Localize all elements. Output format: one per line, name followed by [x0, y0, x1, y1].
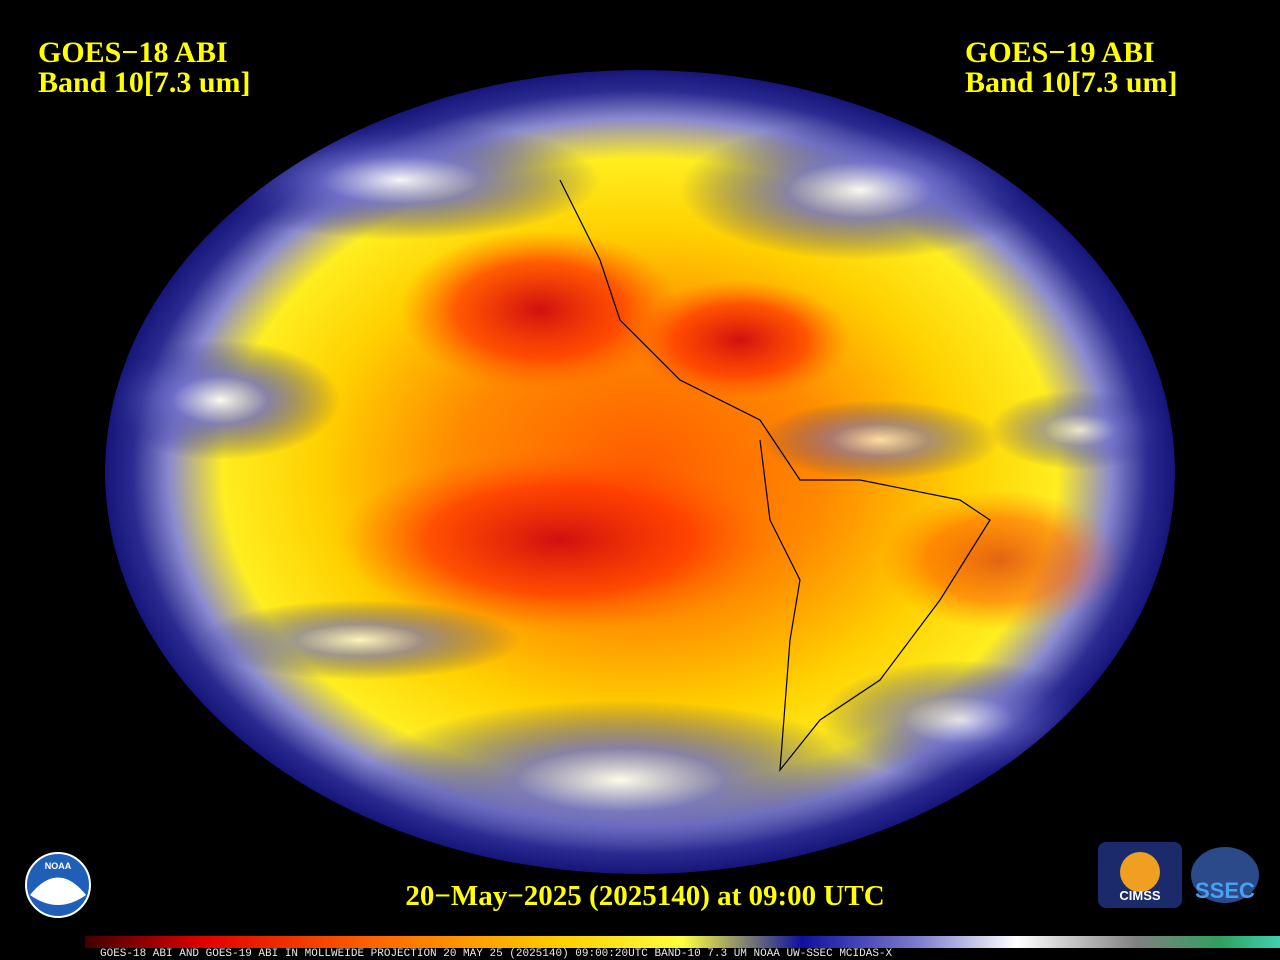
noaa-logo: NOAA: [25, 852, 91, 918]
left-title-line1: GOES−18 ABI: [38, 36, 228, 69]
timestamp: 20−May−2025 (2025140) at 09:00 UTC: [405, 880, 884, 912]
globe-image: [105, 70, 1175, 874]
cimss-logo: CIMSS: [1098, 842, 1182, 908]
right-title-line2: Band 10[7.3 um]: [965, 66, 1178, 99]
cimss-label: CIMSS: [1119, 888, 1161, 903]
color-bar: [85, 936, 1280, 948]
right-title-line1: GOES−19 ABI: [965, 36, 1155, 69]
left-title-line2: Band 10[7.3 um]: [38, 66, 251, 99]
color-bar-caption: GOES-18 ABI AND GOES-19 ABI IN MOLLWEIDE…: [100, 948, 893, 960]
noaa-label: NOAA: [45, 861, 72, 871]
ssec-logo: SSEC: [1191, 847, 1259, 903]
ssec-label: SSEC: [1195, 878, 1255, 903]
